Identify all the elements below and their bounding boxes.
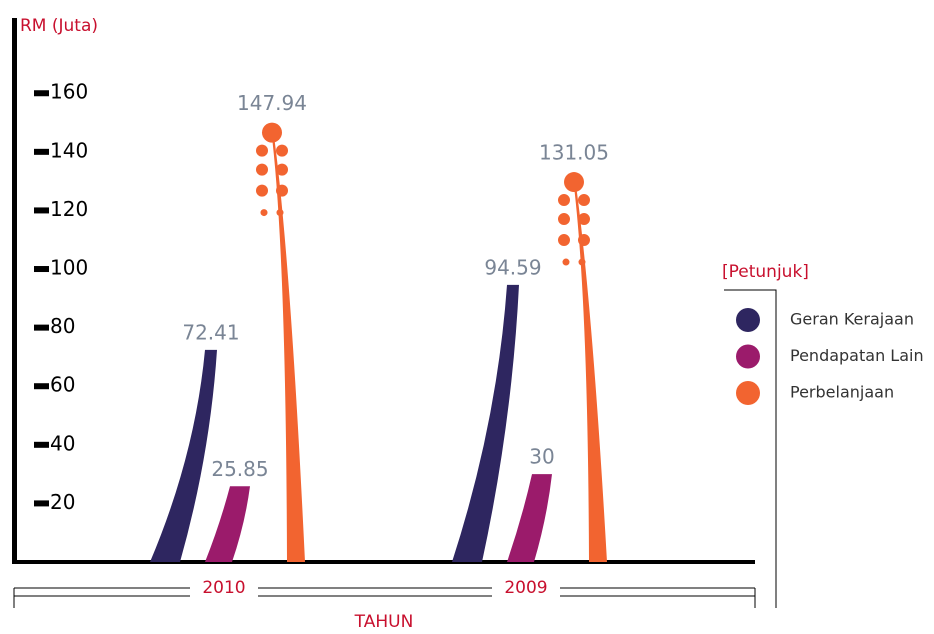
y-axis <box>12 18 17 564</box>
tick-mark <box>34 441 49 448</box>
tick-mark <box>34 266 49 273</box>
label-bg <box>350 612 420 632</box>
bar <box>271 128 305 562</box>
decoration <box>260 209 268 217</box>
decoration <box>562 258 570 266</box>
tick-mark <box>34 383 49 390</box>
bar <box>150 349 217 562</box>
decoration <box>256 163 268 176</box>
y-tick-label: 100 <box>50 256 88 280</box>
tick-mark <box>34 90 49 97</box>
value-label: 94.59 <box>484 255 541 279</box>
y-tick-label: 160 <box>50 80 88 104</box>
bar <box>205 486 250 562</box>
tick-mark <box>34 324 49 331</box>
legend-label: Geran Kerajaan <box>790 310 914 329</box>
value-label: 30 <box>529 445 554 469</box>
decoration <box>276 209 284 217</box>
decoration <box>256 184 268 197</box>
legend-swatch <box>736 381 760 405</box>
y-tick-label: 120 <box>50 197 88 221</box>
x-tick-label: 2009 <box>504 578 547 598</box>
x-tick-label: 2010 <box>202 578 245 598</box>
legend-swatch <box>736 308 760 332</box>
decoration <box>256 144 268 157</box>
y-tick-label: 140 <box>50 138 88 162</box>
decoration <box>276 163 288 176</box>
legend-swatch <box>736 344 760 369</box>
y-tick-label: 60 <box>50 373 75 397</box>
bar-head <box>564 172 584 193</box>
decoration <box>558 234 570 247</box>
label-bg <box>190 578 258 598</box>
legend-title: [Petunjuk] <box>722 262 809 282</box>
value-label: 147.94 <box>237 91 307 115</box>
baseline <box>12 560 755 564</box>
x-axis-title: TAHUN <box>354 612 414 632</box>
y-tick-label: 40 <box>50 431 75 455</box>
legend-label: Perbelanjaan <box>790 383 894 402</box>
tick-mark <box>34 500 49 507</box>
decoration <box>276 144 288 157</box>
decoration <box>578 258 586 266</box>
label-bg <box>492 578 560 598</box>
decoration <box>276 184 288 197</box>
year-bracket <box>13 587 756 596</box>
decoration <box>578 194 590 207</box>
value-label: 72.41 <box>182 320 239 344</box>
bar <box>507 474 552 562</box>
axis-bracket <box>13 595 756 608</box>
bar-head <box>262 122 282 143</box>
y-tick-label: 80 <box>50 314 75 338</box>
legend-frame <box>724 289 777 608</box>
value-label: 131.05 <box>539 141 609 165</box>
decoration <box>578 234 590 247</box>
decoration <box>578 213 590 226</box>
tick-mark <box>34 207 49 214</box>
bar <box>573 178 607 563</box>
value-label: 25.85 <box>211 457 268 481</box>
y-tick-label: 20 <box>50 490 75 514</box>
legend-label: Pendapatan Lain <box>790 346 924 365</box>
tick-mark <box>34 148 49 155</box>
decoration <box>558 194 570 207</box>
decoration <box>558 213 570 226</box>
bar <box>452 284 519 562</box>
y-axis-title: RM (Juta) <box>20 16 98 36</box>
